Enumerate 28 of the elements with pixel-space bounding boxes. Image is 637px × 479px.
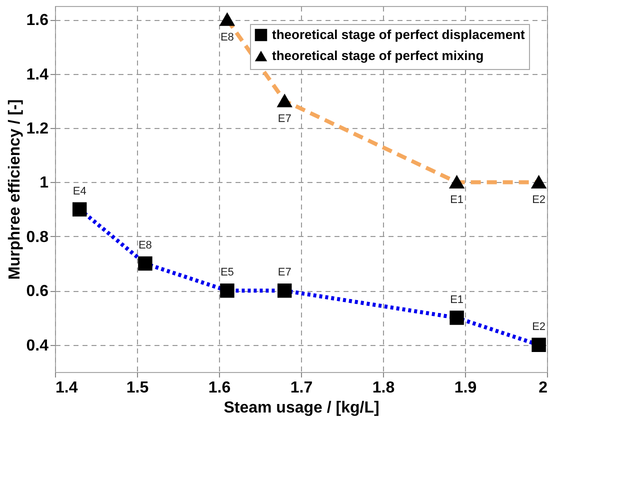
y-tick-label: 1.6 [26,12,49,30]
annotation: E2 [532,320,546,333]
x-tick-label: 1.5 [126,380,149,396]
annotation: E7 [278,112,292,125]
y-tick-label: 0.6 [26,283,49,300]
x-tick-label: 2 [538,380,548,396]
annotation: E5 [220,266,234,279]
x-tick-label: 1.6 [208,380,231,396]
y-tick-label: 1.4 [26,66,49,84]
annotation: E1 [450,294,464,306]
x-tick-label: 1.4 [56,380,78,396]
annotation: E4 [72,185,86,198]
y-axis-title: Murphree efficiency / [-] [6,99,24,280]
annotation: E7 [278,266,292,279]
y-tick-label: 0.8 [26,228,49,246]
annotation: E1 [450,194,464,206]
annotation: E8 [220,32,234,44]
annotation: E2 [532,194,546,206]
x-tick-label: 1.7 [290,380,313,396]
x-tick-label: 1.9 [454,380,477,396]
y-tick-label: 0.4 [26,337,49,354]
legend-label: theoretical stage of perfect mixing [272,48,484,63]
y-tick-label: 1 [40,174,49,192]
x-tick-label: 1.8 [372,380,395,396]
x-axis-title: Steam usage / [kg/L] [224,400,380,416]
annotation: E8 [138,240,152,252]
y-tick-label: 1.2 [26,120,49,138]
legend-label: theoretical stage of perfect displacement [272,27,526,42]
